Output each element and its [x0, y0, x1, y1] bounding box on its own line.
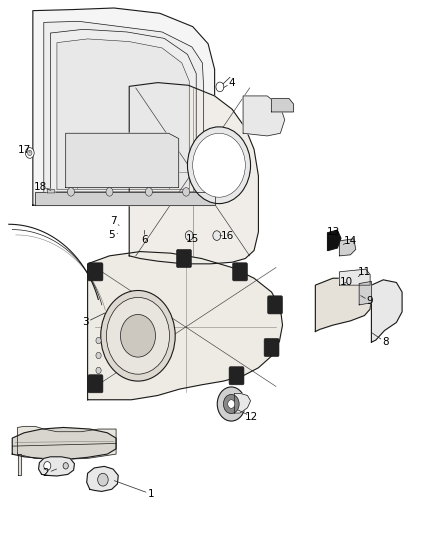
Text: 7: 7	[110, 216, 117, 226]
FancyBboxPatch shape	[229, 367, 244, 385]
Polygon shape	[129, 83, 258, 264]
Text: 8: 8	[382, 337, 389, 347]
Circle shape	[98, 473, 108, 486]
Circle shape	[96, 352, 101, 359]
Circle shape	[216, 82, 224, 92]
Circle shape	[183, 188, 190, 196]
Text: 10: 10	[339, 278, 353, 287]
Text: 1: 1	[148, 489, 155, 499]
Circle shape	[44, 462, 51, 470]
Circle shape	[96, 337, 101, 344]
FancyBboxPatch shape	[177, 249, 191, 268]
Circle shape	[217, 387, 245, 421]
Circle shape	[213, 231, 221, 240]
Text: 9: 9	[367, 296, 374, 306]
FancyBboxPatch shape	[233, 263, 247, 281]
Polygon shape	[33, 8, 215, 205]
Polygon shape	[44, 21, 204, 203]
FancyBboxPatch shape	[88, 375, 103, 393]
Polygon shape	[328, 230, 341, 251]
Circle shape	[67, 188, 74, 196]
Text: 18: 18	[34, 182, 47, 191]
Circle shape	[145, 188, 152, 196]
Circle shape	[187, 127, 251, 204]
Polygon shape	[18, 426, 116, 459]
FancyBboxPatch shape	[88, 263, 103, 281]
Text: 13: 13	[327, 227, 340, 237]
Circle shape	[106, 297, 170, 374]
Text: 14: 14	[344, 236, 357, 246]
Polygon shape	[243, 96, 285, 136]
Text: 5: 5	[108, 230, 115, 239]
Text: 3: 3	[82, 318, 89, 327]
Text: 2: 2	[42, 469, 49, 478]
Circle shape	[25, 148, 34, 158]
Circle shape	[228, 400, 235, 408]
Polygon shape	[339, 269, 370, 285]
Text: 4: 4	[229, 78, 236, 87]
Polygon shape	[272, 99, 293, 112]
FancyBboxPatch shape	[264, 338, 279, 357]
Circle shape	[96, 367, 101, 374]
Circle shape	[185, 231, 193, 240]
Polygon shape	[315, 278, 371, 332]
Polygon shape	[47, 189, 55, 193]
Polygon shape	[39, 457, 74, 476]
Circle shape	[101, 290, 175, 381]
Polygon shape	[12, 427, 116, 459]
Circle shape	[63, 463, 68, 469]
Circle shape	[28, 150, 32, 156]
Polygon shape	[35, 192, 215, 205]
Polygon shape	[359, 281, 371, 305]
Polygon shape	[88, 252, 283, 400]
Polygon shape	[234, 393, 251, 413]
Polygon shape	[371, 280, 402, 342]
Polygon shape	[87, 466, 118, 491]
Polygon shape	[339, 239, 356, 256]
Polygon shape	[57, 39, 189, 189]
Text: 11: 11	[358, 267, 371, 277]
Circle shape	[120, 314, 155, 357]
Circle shape	[106, 188, 113, 196]
Polygon shape	[18, 454, 21, 475]
FancyBboxPatch shape	[268, 296, 283, 314]
Polygon shape	[66, 133, 179, 188]
Text: 17: 17	[18, 146, 31, 155]
Text: 16: 16	[221, 231, 234, 241]
Circle shape	[223, 394, 239, 414]
Text: 6: 6	[141, 235, 148, 245]
Circle shape	[193, 133, 245, 197]
Text: 15: 15	[186, 234, 199, 244]
Text: 12: 12	[245, 412, 258, 422]
